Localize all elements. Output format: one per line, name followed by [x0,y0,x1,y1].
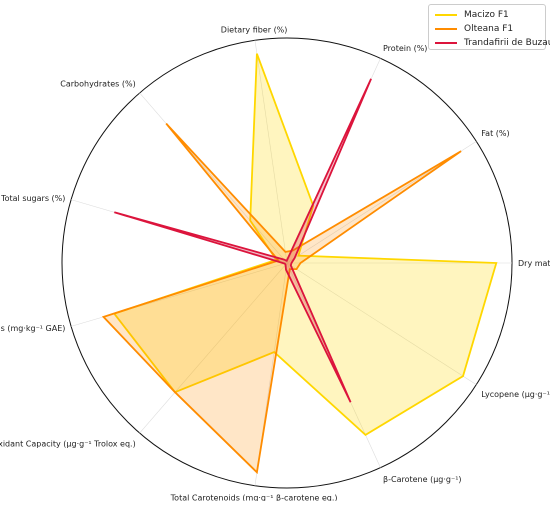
axis-label: Lycopene (μg·g⁻¹) [481,390,550,399]
axis-label: Antioxidant Capacity (μg·g⁻¹ Trolox eq.) [0,440,136,449]
legend: Macizo F1 Olteana F1 Trandafirii de Buza… [428,4,550,50]
series-polygon-1 [101,122,462,475]
axis-label: Carbohydrates (%) [60,79,135,88]
legend-swatch-trandafirii [435,42,457,44]
axis-label: Total Carotenoids (mg·g⁻¹ β-carotene eq.… [170,494,338,501]
axis-label: Total Polyphenols (mg·kg⁻¹ GAE) [0,324,65,333]
legend-label-trandafirii: Trandafirii de Buzau [464,38,550,48]
axis-label: Dietary fiber (%) [221,25,288,34]
axis-label: Dry matter (%) [518,259,550,268]
axis-label: Total sugars (%) [0,194,65,203]
legend-swatch-macizo [435,14,457,16]
axis-spoke [139,92,288,264]
legend-item-olteana: Olteana F1 [435,23,513,35]
axis-label: Protein (%) [383,44,427,53]
legend-label-macizo: Macizo F1 [464,10,509,20]
legend-item-macizo: Macizo F1 [435,9,509,21]
axis-spoke [254,40,288,264]
legend-swatch-olteana [435,28,457,30]
axis-label: Fat (%) [481,129,509,138]
legend-item-trandafirii: Trandafirii de Buzau [435,37,550,49]
legend-label-olteana: Olteana F1 [464,24,514,34]
axis-label: β-Carotene (μg·g⁻¹) [383,475,462,484]
series-polygon-2 [114,78,372,403]
axis-spoke [139,262,288,434]
axis-spoke [286,262,477,385]
